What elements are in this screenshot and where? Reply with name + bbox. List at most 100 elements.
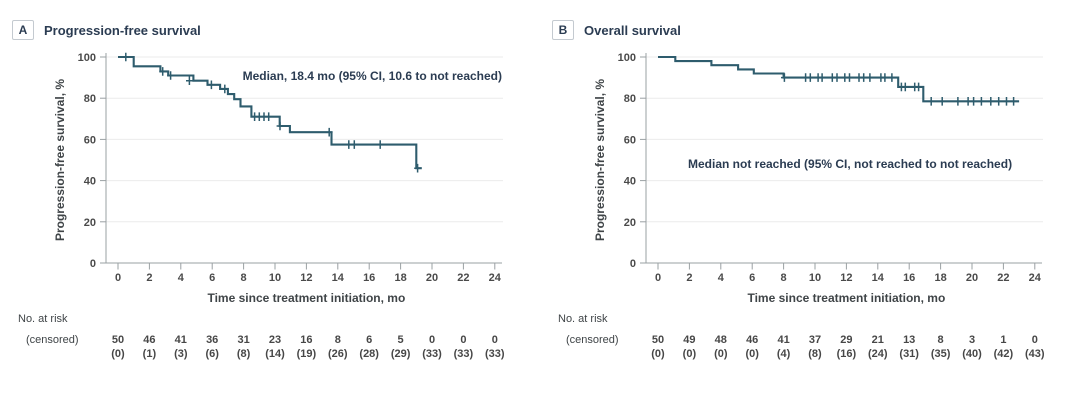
risk-censored-value: (0) <box>745 348 759 360</box>
risk-at-risk-value: 41 <box>777 334 789 346</box>
panel-b-title: Overall survival <box>584 22 681 38</box>
y-tick-label: 40 <box>624 176 636 188</box>
censor-mark <box>186 76 193 85</box>
risk-at-risk-value: 46 <box>143 334 155 346</box>
y-tick-label: 100 <box>78 52 96 64</box>
panel-progression-free-survival: A Progression-free survival 0 20 40 60 80 100… <box>12 20 505 360</box>
censor-mark <box>901 82 909 92</box>
censor-mark <box>978 97 985 106</box>
censor-mark <box>806 73 814 82</box>
censor-mark <box>833 73 841 82</box>
censor-mark <box>927 97 935 106</box>
x-tick-label: 16 <box>903 272 915 284</box>
risk-table-header-line1: No. at risk <box>558 313 608 325</box>
panel-a-label-box: A <box>12 20 34 40</box>
risk-table-header-line2: (censored) <box>26 334 79 346</box>
median-annotation: Median not reached (95% CI, not reached … <box>688 157 1012 171</box>
censor-mark <box>938 97 946 106</box>
x-tick-label: 14 <box>332 272 345 284</box>
risk-at-risk-value: 46 <box>746 334 758 346</box>
censor-mark <box>276 121 284 131</box>
censor-mark <box>954 97 962 106</box>
censor-mark <box>995 97 1003 106</box>
risk-at-risk-value: 5 <box>398 334 404 346</box>
risk-at-risk-value: 8 <box>335 334 341 346</box>
risk-at-risk-value: 3 <box>969 334 975 346</box>
x-tick-label: 10 <box>809 272 821 284</box>
risk-censored-value: (43) <box>1025 348 1045 360</box>
censor-mark <box>122 52 130 62</box>
risk-censored-value: (0) <box>651 348 665 360</box>
y-tick-label: 60 <box>624 134 636 146</box>
censor-mark <box>208 80 215 90</box>
x-tick-label: 4 <box>178 272 185 284</box>
x-axis-title: Time since treatment initiation, mo <box>747 291 945 305</box>
x-tick-label: 16 <box>363 272 375 284</box>
risk-censored-value: (8) <box>808 348 822 360</box>
x-tick-label: 12 <box>840 272 852 284</box>
risk-table-header-line2: (censored) <box>566 334 619 346</box>
panel-b-label: B <box>558 23 568 37</box>
risk-at-risk-value: 13 <box>903 334 915 346</box>
risk-at-risk-value: 48 <box>715 334 727 346</box>
censor-mark <box>1003 97 1010 106</box>
x-tick-label: 8 <box>781 272 787 284</box>
x-tick-label: 20 <box>966 272 978 284</box>
panel-a-title: Progression-free survival <box>44 22 201 38</box>
risk-at-risk-value: 0 <box>429 334 435 346</box>
y-tick-label: 100 <box>618 52 636 64</box>
risk-at-risk-value: 50 <box>652 334 664 346</box>
censor-mark <box>846 73 853 82</box>
censor-mark <box>1010 97 1017 106</box>
risk-censored-value: (8) <box>237 348 251 360</box>
x-tick-label: 0 <box>115 272 121 284</box>
censor-mark <box>221 84 229 94</box>
risk-censored-value: (40) <box>962 348 982 360</box>
risk-at-risk-value: 49 <box>683 334 695 346</box>
panel-a-header: A Progression-free survival <box>12 20 201 40</box>
x-tick-label: 24 <box>489 272 502 284</box>
censor-mark <box>167 71 174 80</box>
risk-at-risk-value: 36 <box>206 334 218 346</box>
risk-censored-value: (0) <box>714 348 728 360</box>
x-tick-label: 22 <box>997 272 1009 284</box>
risk-at-risk-value: 16 <box>300 334 312 346</box>
risk-at-risk-value: 41 <box>175 334 187 346</box>
x-tick-label: 0 <box>655 272 661 284</box>
censor-mark <box>866 73 874 82</box>
risk-at-risk-value: 50 <box>112 334 124 346</box>
risk-censored-value: (33) <box>422 348 442 360</box>
x-tick-label: 18 <box>934 272 946 284</box>
y-axis-title: Progression-free survival, % <box>53 79 67 241</box>
x-tick-label: 4 <box>718 272 725 284</box>
x-tick-label: 6 <box>209 272 215 284</box>
censor-mark <box>818 73 826 82</box>
risk-censored-value: (29) <box>391 348 411 360</box>
censor-mark <box>987 97 995 106</box>
risk-at-risk-value: 0 <box>492 334 498 346</box>
censor-mark <box>350 140 358 149</box>
censor-mark <box>915 82 922 92</box>
risk-at-risk-value: 0 <box>460 334 466 346</box>
censor-mark <box>888 73 896 82</box>
y-tick-label: 80 <box>84 93 96 105</box>
risk-at-risk-value: 29 <box>840 334 852 346</box>
risk-censored-value: (1) <box>143 348 157 360</box>
censor-mark <box>781 73 788 82</box>
risk-censored-value: (19) <box>297 348 317 360</box>
risk-censored-value: (33) <box>485 348 505 360</box>
risk-censored-value: (6) <box>205 348 219 360</box>
risk-censored-value: (3) <box>174 348 188 360</box>
risk-censored-value: (4) <box>777 348 791 360</box>
x-tick-label: 2 <box>686 272 692 284</box>
risk-censored-value: (35) <box>931 348 951 360</box>
risk-at-risk-value: 37 <box>809 334 821 346</box>
censor-mark <box>376 140 384 149</box>
risk-censored-value: (14) <box>265 348 285 360</box>
risk-at-risk-value: 21 <box>872 334 884 346</box>
x-tick-label: 22 <box>457 272 469 284</box>
risk-at-risk-value: 23 <box>269 334 281 346</box>
risk-at-risk-value: 6 <box>366 334 372 346</box>
